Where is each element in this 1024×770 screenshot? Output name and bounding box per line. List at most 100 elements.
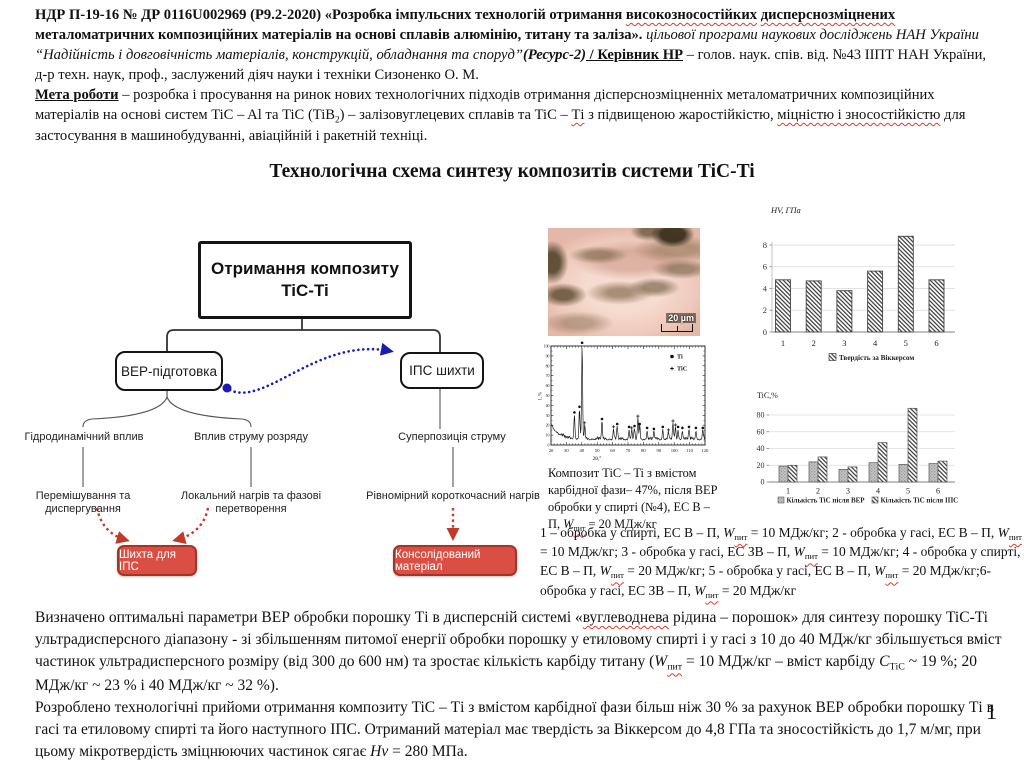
flow-label-uniform-heating: Рівномірний короткочасний нагрів — [366, 490, 540, 502]
svg-text:2: 2 — [812, 338, 816, 348]
svg-text:6: 6 — [936, 487, 940, 496]
ti-peak-marker — [633, 424, 636, 428]
svg-text:1: 1 — [781, 338, 785, 348]
xrd-legend-ti-marker — [670, 354, 674, 359]
ti-peak-marker — [627, 425, 631, 429]
tic-ver-bar — [838, 469, 849, 483]
tic-peak-marker — [583, 421, 587, 425]
flow-label-local-heating: Локальний нагрів та фазові перетворення — [180, 490, 322, 515]
tic-ips-bar — [937, 460, 948, 483]
hv-bar — [928, 279, 945, 333]
hv-legend-label: Твердість за Віккерсом — [839, 353, 914, 362]
summary-para-1: Визначено оптимальні параметри ВЕР оброб… — [35, 609, 1002, 694]
tic-peak-marker — [671, 419, 675, 423]
tic-ips-bar — [847, 466, 858, 483]
svg-text:4: 4 — [873, 338, 878, 348]
svg-text:110: 110 — [686, 448, 693, 453]
svg-text:40: 40 — [546, 404, 550, 408]
xrd-chart-svg: 20 30 40 50 60 70 80 90 100 110 120 0 10 20 30 40 50 60 70… — [539, 341, 710, 462]
tic-legend-ver-marker — [777, 496, 785, 504]
ti-peak-marker — [661, 425, 665, 429]
tic-peak-marker — [636, 414, 640, 418]
micro-scale-label: 20 µm — [666, 313, 696, 323]
tic-ver-bar — [898, 464, 909, 483]
header-line: НДР П-19-16 № ДР 0116U002969 (Р9.2-2020)… — [35, 7, 987, 83]
svg-text:60: 60 — [757, 427, 765, 436]
ti-peak-marker — [580, 341, 584, 345]
svg-text:8: 8 — [763, 240, 767, 250]
xrd-legend-tic-label: TiC — [677, 366, 687, 373]
flow-label-superposition: Суперпозиція струму — [398, 431, 506, 443]
flow-label-mixing: Перемішування та диспергування — [35, 490, 131, 515]
svg-text:5: 5 — [906, 487, 910, 496]
svg-text:80: 80 — [757, 411, 765, 420]
tic-ips-bar — [787, 464, 798, 483]
svg-text:80: 80 — [546, 364, 550, 368]
svg-text:0: 0 — [763, 327, 767, 337]
hv-bar — [867, 270, 884, 333]
svg-text:30: 30 — [564, 448, 569, 453]
svg-text:0: 0 — [548, 444, 550, 448]
tic-ver-bar — [868, 462, 879, 483]
hv-bar — [836, 290, 853, 333]
ti-peak-marker — [687, 425, 691, 429]
xrd-curve — [550, 348, 706, 441]
flow-root-line2: TiC-Ti — [281, 281, 329, 300]
tic-ver-bar — [808, 461, 819, 483]
ti-peak-marker — [701, 426, 705, 430]
svg-text:20: 20 — [549, 448, 554, 453]
micro-caption: Композит TiC – Ti з вмістом карбідної фа… — [548, 466, 718, 533]
svg-text:5: 5 — [904, 338, 908, 348]
micro-scale-bracket — [661, 324, 693, 332]
meta-line: Мета роботи – розробка і просування на р… — [35, 86, 966, 144]
xrd-xlabel: 2θ,° — [593, 455, 602, 462]
micro-scale-tick — [677, 326, 678, 331]
tic-ips-bar — [817, 456, 828, 483]
svg-text:50: 50 — [546, 394, 550, 398]
ti-peak-marker — [652, 427, 656, 431]
svg-text:50: 50 — [595, 448, 600, 453]
svg-text:2: 2 — [816, 487, 820, 496]
svg-text:60: 60 — [546, 384, 550, 388]
tic-ver-bar — [778, 465, 789, 483]
svg-text:60: 60 — [610, 448, 615, 453]
tic-peak-marker — [630, 426, 634, 430]
hv-chart: 0 2 4 6 8 HV, ГПа 1 2 3 4 5 6 Твердість за Віккерсом — [763, 205, 955, 362]
xrd-ylabel: I, % — [539, 392, 544, 400]
hv-bar — [897, 235, 914, 333]
svg-text:20: 20 — [546, 424, 550, 428]
xrd-legend-ti-label: Ti — [677, 354, 683, 361]
flow-root-box: Отримання композиту TiC-Ti — [198, 241, 412, 319]
tree-connector-line — [166, 329, 441, 352]
header-text: НДР П-19-16 № ДР 0116U002969 (Р9.2-2020)… — [35, 6, 1001, 147]
series-note: 1 – обробка у спирті, ЕС В – П, Wпит = 1… — [540, 525, 1022, 600]
hv-ylabel: HV, ГПа — [770, 205, 801, 215]
svg-text:1: 1 — [786, 487, 790, 496]
brace-right-curve — [166, 396, 252, 428]
flow-ips-box: ІПС шихти — [400, 352, 484, 389]
tic-legend-ips-label: Кількість TiC після ІПС — [881, 497, 959, 505]
flow-label-hydrodynamic: Гідродинамічний вплив — [24, 431, 144, 443]
tic-peak-marker — [673, 423, 677, 427]
red-dotted-arrow-middle — [172, 507, 210, 545]
xrd-frame — [550, 345, 706, 446]
micrograph-image: 20 µm — [548, 228, 700, 336]
ti-peak-marker — [676, 425, 680, 429]
svg-text:4: 4 — [876, 487, 880, 496]
tic-ylabel: TiC,% — [757, 391, 778, 400]
svg-text:90: 90 — [546, 354, 550, 358]
svg-text:40: 40 — [757, 444, 765, 453]
svg-text:40: 40 — [580, 448, 585, 453]
ti-peak-marker — [573, 411, 576, 414]
bar-charts-svg: 0 2 4 6 8 HV, ГПа 1 2 3 4 5 6 Твердість за Віккерсом… — [757, 205, 959, 505]
summary-text: Визначено оптимальні параметри ВЕР оброб… — [35, 607, 1012, 763]
svg-text:70: 70 — [546, 374, 550, 378]
ti-peak-marker — [638, 422, 641, 426]
svg-text:6: 6 — [934, 338, 938, 348]
result-box-consolidated: Консолідований матеріал — [393, 545, 517, 576]
page-title: Технологічна схема синтезу композитів си… — [269, 161, 755, 182]
svg-text:120: 120 — [702, 448, 710, 453]
svg-text:80: 80 — [641, 448, 646, 453]
